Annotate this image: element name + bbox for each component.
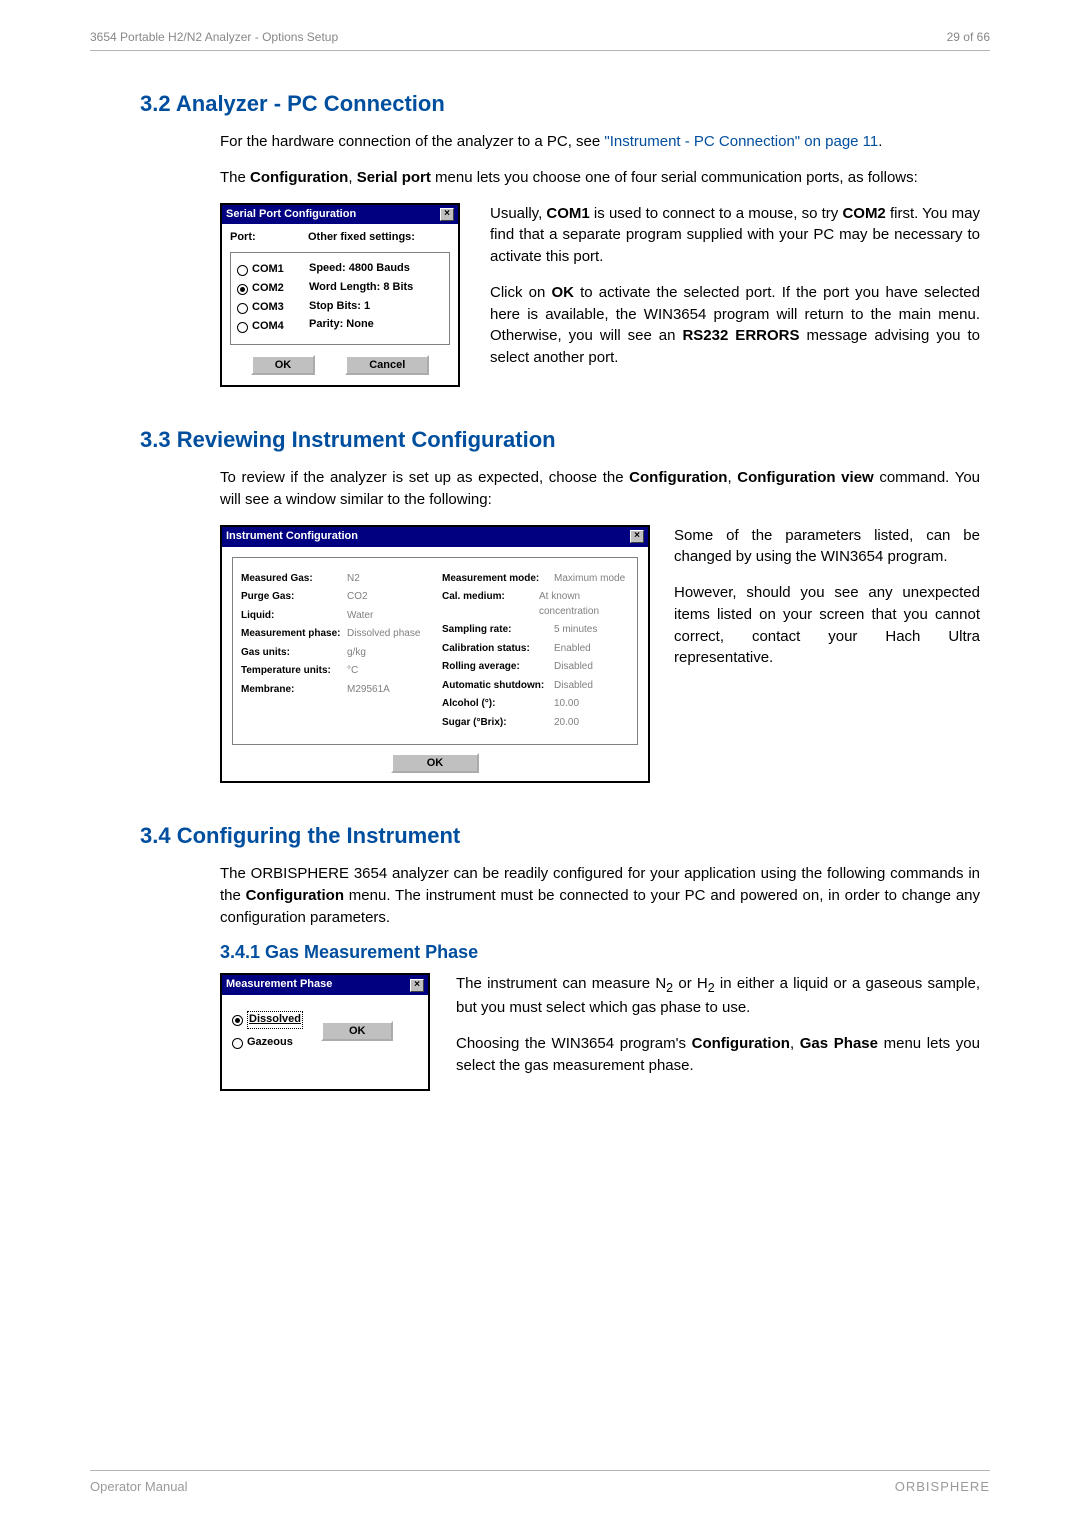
footer-rule (90, 1470, 990, 1471)
close-icon[interactable]: × (440, 208, 454, 221)
s34-side-text: The instrument can measure N2 or H2 in e… (456, 973, 980, 1090)
footer-left: Operator Manual (90, 1479, 188, 1494)
serial-ok-button[interactable]: OK (251, 355, 316, 375)
phase-dialog-titlebar: Measurement Phase × (222, 975, 428, 995)
instr-left-col: Measured Gas:N2 Purge Gas:CO2 Liquid:Wat… (241, 568, 428, 735)
s34-para-1: The ORBISPHERE 3654 analyzer can be read… (220, 863, 980, 928)
setting-speed: Speed: 4800 Bauds (309, 259, 413, 278)
section-3-3-title: 3.3 Reviewing Instrument Configuration (140, 427, 990, 453)
serial-cancel-button[interactable]: Cancel (345, 355, 429, 375)
link-instrument-pc[interactable]: "Instrument - PC Connection" on page 11 (604, 133, 878, 150)
s32-para-1: For the hardware connection of the analy… (220, 131, 980, 153)
phase-ok-button[interactable]: OK (321, 1021, 394, 1041)
setting-stopbits: Stop Bits: 1 (309, 297, 413, 316)
radio-com3[interactable]: COM3 (237, 300, 309, 316)
section-3-4-title: 3.4 Configuring the Instrument (140, 823, 990, 849)
serial-dialog-title: Serial Port Configuration (226, 207, 356, 223)
measurement-phase-dialog: Measurement Phase × Dissolved Gazeous OK (220, 973, 430, 1090)
instr-dialog-title: Instrument Configuration (226, 529, 358, 545)
instrument-config-dialog: Instrument Configuration × Measured Gas:… (220, 525, 650, 783)
radio-gazeous[interactable]: Gazeous (232, 1035, 303, 1051)
s32-side-text: Usually, COM1 is used to connect to a mo… (490, 203, 980, 388)
setting-parity: Parity: None (309, 315, 413, 334)
s33-side-text: Some of the parameters listed, can be ch… (674, 525, 980, 783)
port-header: Port: (230, 230, 308, 246)
s33-para-1: To review if the analyzer is set up as e… (220, 467, 980, 511)
setting-wordlen: Word Length: 8 Bits (309, 278, 413, 297)
header-left: 3654 Portable H2/N2 Analyzer - Options S… (90, 30, 338, 44)
close-icon[interactable]: × (410, 979, 424, 992)
close-icon[interactable]: × (630, 530, 644, 543)
instr-right-col: Measurement mode:Maximum mode Cal. mediu… (442, 568, 629, 735)
serial-port-dialog: Serial Port Configuration × Port: Other … (220, 203, 460, 388)
s32-para-2: The Configuration, Serial port menu lets… (220, 167, 980, 189)
footer-brand: ORBISPHERE (895, 1479, 990, 1494)
section-3-2-title: 3.2 Analyzer - PC Connection (140, 91, 990, 117)
radio-dissolved[interactable]: Dissolved (232, 1011, 303, 1029)
radio-com1[interactable]: COM1 (237, 262, 309, 278)
subsection-3-4-1-title: 3.4.1 Gas Measurement Phase (220, 942, 990, 963)
instr-ok-button[interactable]: OK (391, 753, 480, 773)
instr-dialog-titlebar: Instrument Configuration × (222, 527, 648, 547)
other-settings-header: Other fixed settings: (308, 230, 415, 246)
radio-com4[interactable]: COM4 (237, 319, 309, 335)
radio-com2[interactable]: COM2 (237, 281, 309, 297)
serial-dialog-titlebar: Serial Port Configuration × (222, 205, 458, 225)
phase-dialog-title: Measurement Phase (226, 977, 332, 993)
header-right: 29 of 66 (947, 30, 990, 44)
header-rule (90, 50, 990, 51)
